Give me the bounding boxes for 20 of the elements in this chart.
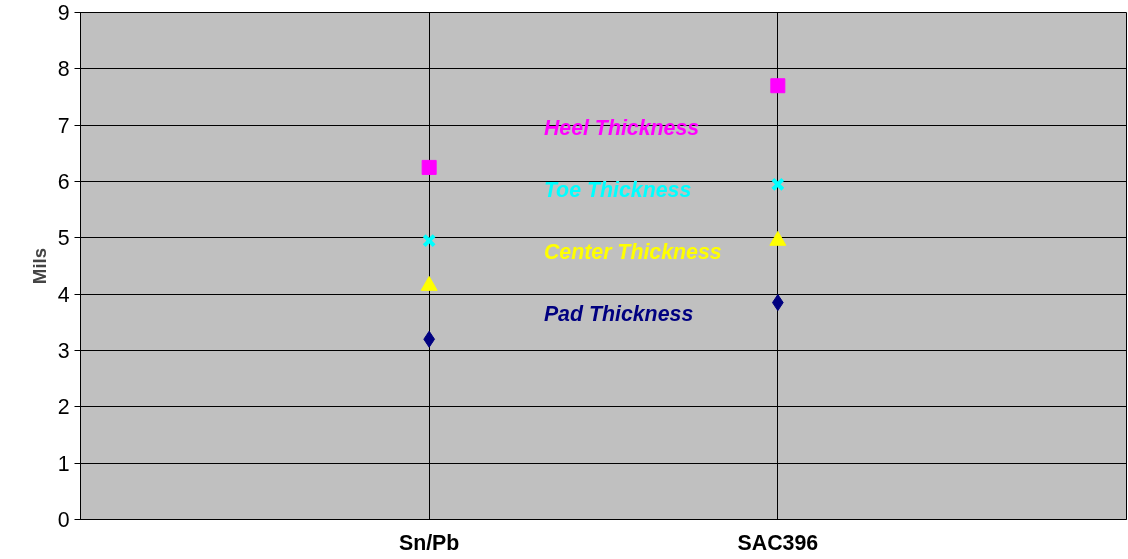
y-tick-label: 5 — [57, 226, 70, 251]
y-tick-label: 6 — [57, 170, 70, 194]
y-tick-label: 8 — [57, 57, 70, 82]
text: Toe Thickness — [543, 177, 692, 202]
y-tick-label: 1 — [57, 451, 70, 476]
y-tick-label: 3 — [57, 339, 70, 363]
y-tick-label: 4 — [57, 282, 70, 307]
point — [421, 159, 437, 175]
y-tick-label: 9 — [57, 1, 70, 25]
y-tick-label: 2 — [57, 395, 70, 420]
x-tick-label: Sn/Pb — [398, 530, 460, 555]
point — [770, 78, 786, 94]
y-tick-label: 7 — [57, 113, 70, 138]
text: Pad Thickness — [543, 301, 694, 326]
point — [422, 233, 437, 248]
text: Center Thickness — [543, 239, 722, 264]
point — [770, 177, 785, 192]
x-tick-label: SAC396 — [737, 530, 819, 555]
y-axis-title: Mils — [28, 247, 50, 285]
y-tick-label: 0 — [57, 508, 70, 532]
